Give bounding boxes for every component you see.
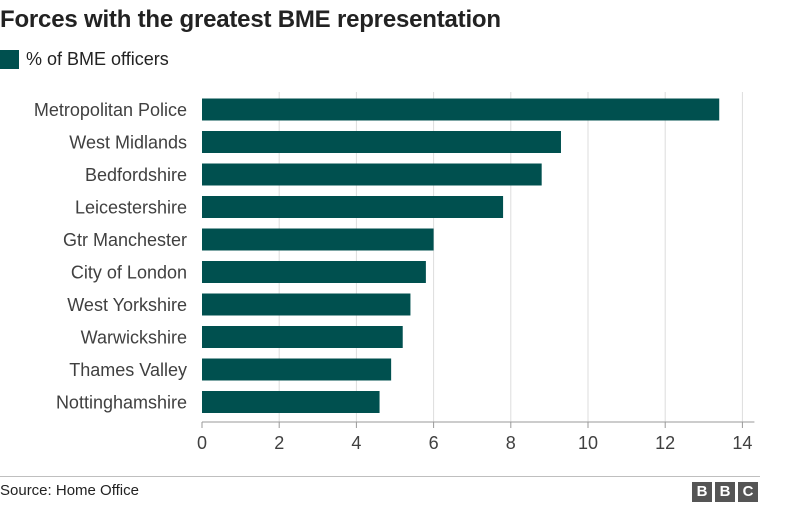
category-label: Warwickshire [81,328,187,348]
bbc-logo: B B C [692,482,758,502]
x-tick-label: 10 [578,433,598,453]
x-tick-label: 8 [506,433,516,453]
bar-chart: Metropolitan Police West Midlands Bedfords… [34,92,755,453]
bars [202,98,720,413]
x-tick-label: 6 [429,433,439,453]
x-axis: 0 2 4 6 8 10 12 14 [197,421,755,453]
category-label: West Midlands [69,133,187,153]
x-tick-label: 2 [274,433,284,453]
category-labels: Metropolitan Police West Midlands Bedfords… [34,100,187,413]
legend-label: % of BME officers [26,48,169,69]
bar [202,391,380,413]
bar [202,358,392,381]
category-label: Leicestershire [75,198,187,218]
category-label: Bedfordshire [85,165,187,185]
category-label: West Yorkshire [67,295,187,315]
source-note: Source: Home Office [0,482,139,499]
bar [202,261,426,283]
legend-swatch [0,49,19,69]
x-tick-label: 14 [732,433,752,453]
bar [202,228,434,251]
category-label: Metropolitan Police [34,100,187,120]
bbc-logo-letter: C [738,482,758,502]
category-label: Thames Valley [69,360,187,380]
legend: % of BME officers [0,48,169,70]
bar [202,293,411,316]
x-tick-label: 4 [351,433,361,453]
bar [202,98,720,121]
bar [202,196,504,218]
category-label: City of London [71,263,187,283]
category-label: Nottinghamshire [56,393,187,413]
bbc-logo-letter: B [692,482,712,502]
bbc-logo-letter: B [715,482,735,502]
bar [202,326,403,348]
bar [202,131,561,153]
footer-divider [0,476,760,477]
bar [202,163,542,186]
chart-title: Forces with the greatest BME representat… [0,6,501,33]
x-tick-label: 0 [197,433,207,453]
category-label: Gtr Manchester [63,230,187,250]
x-tick-label: 12 [655,433,675,453]
